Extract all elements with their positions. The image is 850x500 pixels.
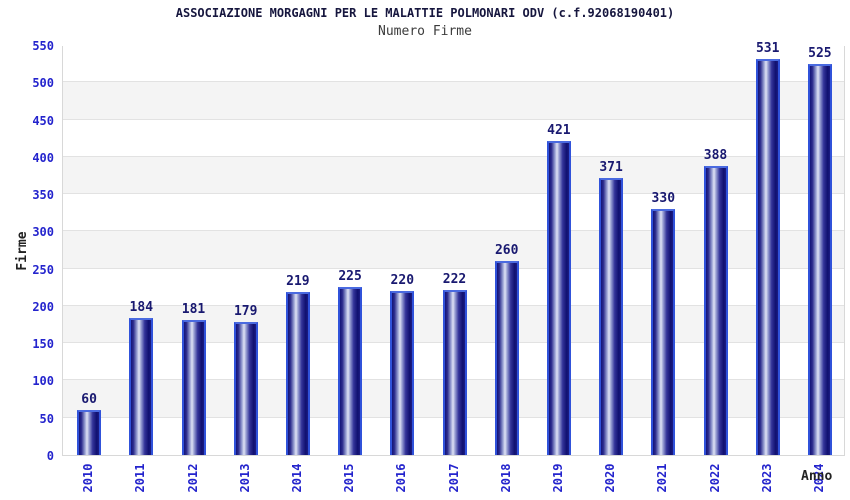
y-tick-label: 400: [32, 150, 54, 165]
gridline: [63, 230, 844, 232]
bar-2015: [338, 287, 363, 455]
bar-value-label: 222: [442, 272, 467, 287]
chart-subtitle: Numero Firme: [378, 24, 472, 39]
bar-value-label: 220: [390, 273, 415, 288]
bar-2017: [442, 290, 467, 455]
bar-value-label: 60: [81, 392, 97, 407]
bar-value-label: 330: [651, 191, 676, 206]
x-tick-label-2011: 2011: [133, 463, 148, 493]
bar-value-label: 181: [181, 302, 206, 317]
x-tick-label-2021: 2021: [655, 463, 670, 493]
gridline: [63, 193, 844, 195]
x-tick-label-2014: 2014: [289, 463, 304, 493]
bar-value-label: 184: [129, 300, 154, 315]
gridline: [63, 267, 844, 269]
bar-2020: [599, 178, 624, 455]
x-axis-title: Anno: [801, 469, 833, 484]
y-tick-label: 550: [32, 39, 54, 53]
y-tick-label: 500: [32, 76, 54, 91]
y-tick-label: 100: [32, 374, 54, 389]
x-tick-label-2022: 2022: [707, 463, 722, 493]
bar-2022: [703, 166, 728, 455]
bar-value-label: 219: [286, 274, 310, 289]
plot-band: [63, 45, 844, 83]
y-tick-label: 150: [32, 337, 54, 352]
x-tick-label-2013: 2013: [237, 463, 252, 493]
gridline: [63, 81, 844, 83]
y-tick-label: 250: [32, 262, 54, 277]
x-tick-label-2020: 2020: [603, 463, 618, 493]
plot-band: [63, 119, 844, 157]
x-tick-label-2010: 2010: [81, 463, 96, 493]
bar-value-label: 531: [755, 41, 780, 56]
bar-2013: [233, 322, 258, 455]
x-tick-label-2023: 2023: [759, 463, 774, 493]
x-tick-label-2017: 2017: [446, 463, 461, 493]
y-tick-label: 50: [39, 411, 54, 426]
gridline: [63, 118, 844, 120]
gridline: [63, 155, 844, 157]
bar-2012: [181, 320, 206, 455]
x-tick-label-2012: 2012: [185, 463, 200, 493]
bar-value-label: 388: [703, 148, 728, 163]
y-axis-title: Firme: [15, 231, 30, 271]
bar-2021: [651, 209, 676, 455]
bar-value-label: 260: [494, 243, 519, 258]
bar-value-label: 225: [338, 269, 362, 284]
bar-2016: [390, 291, 415, 455]
x-tick-label-2016: 2016: [394, 463, 409, 493]
bar-value-label: 371: [599, 160, 623, 175]
bar-2023: [755, 59, 780, 455]
y-tick-label: 0: [46, 449, 54, 463]
x-tick-label-2019: 2019: [550, 463, 565, 493]
bar-2019: [546, 141, 571, 455]
y-tick-label: 300: [32, 225, 54, 240]
x-tick-label-2015: 2015: [342, 463, 357, 493]
plot-area: 60 184 181 179 219 225 220 222 260 421 371 330 388 53…: [62, 42, 845, 456]
bar-2010: [77, 410, 102, 455]
bar-2018: [494, 261, 519, 455]
y-tick-label: 200: [32, 299, 54, 314]
bar-value-label: 421: [547, 123, 571, 138]
bar-2014: [285, 292, 310, 455]
y-tick-label: 350: [32, 188, 54, 203]
bar-value-label: 525: [808, 46, 832, 61]
x-tick-label-2018: 2018: [498, 463, 513, 493]
bar-2024: [807, 64, 832, 455]
chart-title: ASSOCIAZIONE MORGAGNI PER LE MALATTIE PO…: [175, 6, 675, 20]
y-tick-label: 450: [32, 113, 54, 128]
bar-value-label: 179: [233, 304, 258, 319]
bar-2011: [129, 318, 154, 455]
plot-band: [63, 82, 844, 120]
